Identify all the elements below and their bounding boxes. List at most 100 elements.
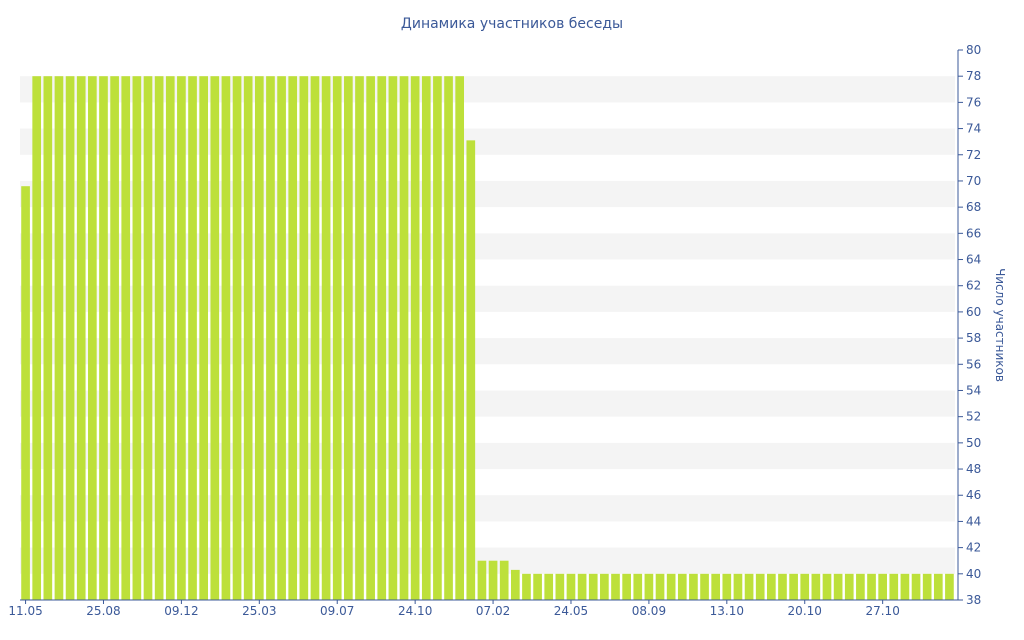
y-tick-label: 78 — [966, 69, 981, 83]
grid-band — [20, 76, 955, 103]
bar[interactable] — [911, 573, 921, 600]
bar[interactable] — [43, 76, 53, 600]
bar[interactable] — [232, 76, 242, 600]
bar[interactable] — [321, 76, 331, 600]
bar[interactable] — [99, 76, 108, 600]
bar[interactable] — [744, 573, 754, 600]
bar[interactable] — [288, 76, 298, 600]
bar[interactable] — [833, 573, 843, 600]
bar[interactable] — [199, 76, 208, 600]
bar[interactable] — [277, 76, 286, 600]
grid-band — [20, 285, 955, 312]
bar[interactable] — [165, 76, 175, 600]
bar[interactable] — [188, 76, 197, 600]
bar[interactable] — [488, 560, 498, 600]
bar[interactable] — [399, 76, 409, 600]
bar[interactable] — [611, 573, 620, 600]
y-tick-label: 80 — [966, 43, 981, 57]
bar[interactable] — [566, 573, 576, 600]
bar[interactable] — [555, 573, 565, 600]
bar[interactable] — [800, 573, 810, 600]
bar[interactable] — [844, 573, 854, 600]
bar[interactable] — [922, 573, 932, 600]
bar[interactable] — [499, 560, 509, 600]
bar[interactable] — [254, 76, 264, 600]
x-tick-label: 20.10 — [788, 604, 822, 618]
y-tick-label: 70 — [966, 174, 981, 188]
bar[interactable] — [477, 560, 487, 600]
bar[interactable] — [143, 76, 153, 600]
bar[interactable] — [310, 76, 320, 600]
bar[interactable] — [722, 573, 732, 600]
y-tick-label: 56 — [966, 357, 981, 371]
bar[interactable] — [644, 573, 654, 600]
bar[interactable] — [900, 573, 910, 600]
bar[interactable] — [933, 573, 943, 600]
bar[interactable] — [689, 573, 698, 600]
bar[interactable] — [778, 573, 787, 600]
bar[interactable] — [789, 573, 798, 600]
bar[interactable] — [633, 573, 643, 600]
bar[interactable] — [221, 76, 231, 600]
bar[interactable] — [878, 573, 887, 600]
bar[interactable] — [733, 573, 743, 600]
bar[interactable] — [577, 573, 587, 600]
bar[interactable] — [177, 76, 186, 600]
bar[interactable] — [444, 76, 453, 600]
bar[interactable] — [32, 76, 42, 600]
bar[interactable] — [266, 76, 275, 600]
bar[interactable] — [377, 76, 387, 600]
bar[interactable] — [410, 76, 420, 600]
bar[interactable] — [421, 76, 431, 600]
bar[interactable] — [811, 573, 821, 600]
bar[interactable] — [677, 573, 687, 600]
bar[interactable] — [366, 76, 375, 600]
bar[interactable] — [433, 76, 442, 600]
bar[interactable] — [121, 76, 131, 600]
bar[interactable] — [332, 76, 342, 600]
x-tick-label: 24.05 — [554, 604, 588, 618]
grid-band — [20, 128, 955, 155]
bar[interactable] — [655, 573, 665, 600]
bars — [21, 76, 954, 601]
y-tick-label: 74 — [966, 122, 981, 136]
y-tick-label: 44 — [966, 514, 981, 528]
bar[interactable] — [355, 76, 364, 600]
bar[interactable] — [388, 76, 398, 600]
bar[interactable] — [588, 573, 598, 600]
bar[interactable] — [132, 76, 142, 600]
bar[interactable] — [700, 573, 709, 600]
bar[interactable] — [522, 573, 531, 600]
bar[interactable] — [455, 76, 465, 600]
bar[interactable] — [243, 76, 253, 600]
bar[interactable] — [510, 569, 520, 600]
bar[interactable] — [110, 76, 119, 600]
bar[interactable] — [945, 573, 954, 600]
bar[interactable] — [344, 76, 353, 600]
bar[interactable] — [65, 76, 75, 600]
bar[interactable] — [755, 573, 765, 600]
bar[interactable] — [666, 573, 676, 600]
bar[interactable] — [533, 573, 542, 600]
bar[interactable] — [822, 573, 832, 600]
bar[interactable] — [889, 573, 899, 600]
x-tick-label: 24.10 — [398, 604, 432, 618]
bar[interactable] — [154, 76, 164, 600]
bar[interactable] — [867, 573, 876, 600]
bar[interactable] — [21, 186, 30, 600]
bar[interactable] — [544, 573, 554, 600]
bar[interactable] — [210, 76, 220, 600]
bar[interactable] — [88, 76, 97, 600]
bar[interactable] — [466, 140, 476, 601]
bar[interactable] — [622, 573, 631, 600]
bar[interactable] — [54, 76, 64, 600]
bar[interactable] — [767, 573, 776, 600]
bar[interactable] — [856, 573, 865, 600]
bar[interactable] — [600, 573, 609, 600]
bar[interactable] — [76, 76, 86, 600]
x-tick-label: 11.05 — [8, 604, 42, 618]
chart-title: Динамика участников беседы — [401, 16, 623, 32]
bar[interactable] — [299, 76, 309, 600]
grid-band — [20, 338, 955, 365]
bar[interactable] — [711, 573, 721, 600]
